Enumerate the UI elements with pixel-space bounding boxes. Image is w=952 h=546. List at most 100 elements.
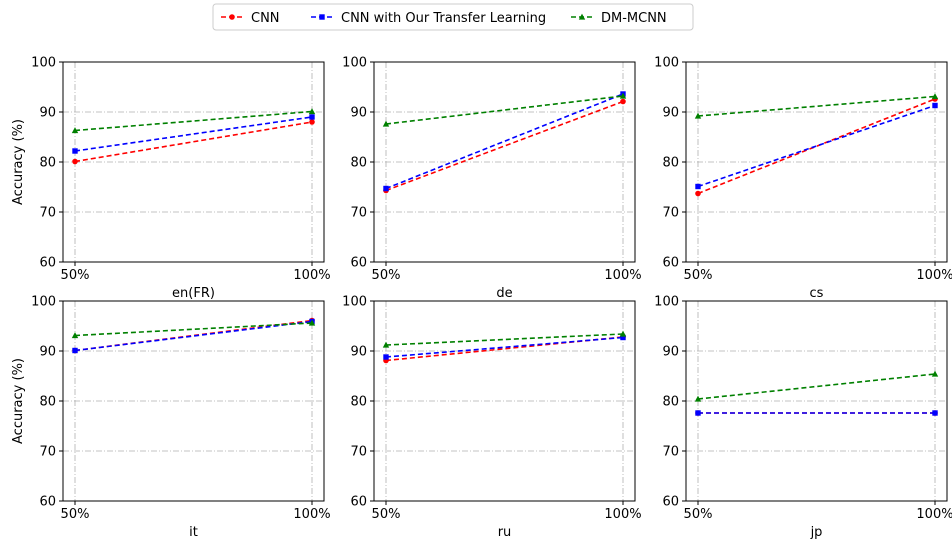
data-point-5-2-1 [383,354,389,360]
panel-6: 60 70 80 90 100 50% 100% jp [654,295,952,541]
x-tick-label-1-1: 100% [293,268,330,283]
data-point-2-2-1 [383,185,389,192]
x-axis-label-1: en(FR) [172,286,215,301]
x-tick-label-6-1: 100% [916,507,952,522]
y-tick-label-5-2: 80 [350,395,367,410]
y-axis-label-4: Accuracy (%) [11,358,26,444]
y-tick-label-5-3: 90 [350,345,367,360]
data-point-1-1-1 [72,158,78,165]
x-tick-label-4-1: 100% [293,507,330,522]
x-axis-label-2: de [496,286,512,301]
y-tick-label-1-1: 70 [39,206,56,221]
x-axis-label-6: jp [810,525,823,540]
panel-2: 60 70 80 90 100 50% 100% de [342,56,641,302]
data-point-1-2-2 [309,114,315,120]
series-line-2-3 [385,95,624,125]
panel-5: 60 70 80 90 100 50% 100% ru [342,295,641,541]
data-point-1-2-1 [72,148,78,154]
y-tick-label-4-3: 90 [39,345,56,360]
series-line-6-3 [697,373,936,400]
data-point-4-3-1 [71,332,79,339]
x-axis-label-4: it [189,525,198,540]
series-line-1-2 [74,116,313,152]
y-tick-label-4-4: 100 [31,295,56,310]
y-tick-label-2-0: 60 [350,256,367,271]
y-tick-label-6-2: 80 [662,395,679,410]
legend-label-3: DM-MCNN [601,11,667,26]
data-point-6-3-1 [694,395,702,402]
x-tick-label-5-1: 100% [604,507,641,522]
y-tick-label-5-4: 100 [342,295,367,310]
data-point-3-1-1 [695,190,701,197]
series-line-3-2 [697,104,936,188]
y-tick-label-5-0: 60 [350,495,367,510]
panel-1: 60 70 80 90 100 50% 100% en(FR) Accuracy (%) [11,56,331,302]
y-tick-label-3-4: 100 [654,56,679,71]
data-point-1-1-2 [309,119,315,125]
y-tick-label-2-4: 100 [342,56,367,71]
legend: CNN CNN with Our Transfer Learning DM-MCNN [212,3,694,31]
legend-frame [212,3,694,31]
panel-4: 60 70 80 90 100 50% 100% it Accuracy (%) [11,295,331,541]
data-point-2-3-1 [382,120,390,127]
data-point-3-3-1 [694,112,702,119]
y-axis-label-1: Accuracy (%) [11,119,26,205]
x-tick-label-3-1: 100% [916,268,952,283]
data-point-3-2-2 [932,102,938,109]
series-line-4-2 [74,320,313,352]
data-point-2-3-2 [619,92,627,99]
y-tick-label-6-0: 60 [662,495,679,510]
y-tick-label-5-1: 70 [350,445,367,460]
data-point-2-1-2 [620,98,626,105]
data-point-5-3-1 [382,341,390,348]
legend-marker-3 [578,13,586,20]
y-tick-label-4-2: 80 [39,395,56,410]
series-line-5-2 [385,336,624,358]
x-tick-label-2-1: 100% [604,268,641,283]
y-tick-label-1-2: 80 [39,156,56,171]
legend-label-1: CNN [251,11,280,26]
data-point-3-3-2 [931,93,939,100]
y-tick-label-2-1: 70 [350,206,367,221]
data-point-6-2-2 [932,410,938,416]
y-tick-label-3-3: 90 [662,106,679,121]
panel-3: 60 70 80 90 100 50% 100% cs [654,56,952,302]
y-tick-label-4-1: 70 [39,445,56,460]
data-point-3-2-1 [695,183,701,190]
y-tick-label-3-0: 60 [662,256,679,271]
y-tick-label-4-0: 60 [39,495,56,510]
y-tick-label-6-4: 100 [654,295,679,310]
data-point-6-3-2 [931,370,939,377]
x-tick-label-1-0: 50% [61,268,90,283]
x-axis-label-5: ru [498,525,512,540]
x-tick-label-4-0: 50% [61,507,90,522]
y-tick-label-1-3: 90 [39,106,56,121]
y-tick-label-3-2: 80 [662,156,679,171]
y-tick-label-2-3: 90 [350,106,367,121]
series-line-3-1 [697,98,936,195]
y-tick-label-2-2: 80 [350,156,367,171]
series-line-5-3 [385,333,624,346]
legend-marker-1 [229,14,235,20]
data-point-4-3-2 [308,319,316,326]
legend-label-2: CNN with Our Transfer Learning [341,11,546,26]
data-point-4-2-1 [72,347,78,354]
x-tick-label-2-0: 50% [372,268,401,283]
series-line-1-1 [74,121,313,163]
x-tick-label-3-0: 50% [684,268,713,283]
data-point-5-3-2 [619,330,627,337]
data-point-5-2-2 [620,334,626,341]
x-tick-label-5-0: 50% [372,507,401,522]
data-point-1-3-2 [308,108,316,115]
data-point-6-2-1 [695,410,701,416]
series-line-2-1 [385,100,624,192]
x-axis-label-3: cs [810,286,824,301]
y-tick-label-6-1: 70 [662,445,679,460]
y-tick-label-3-1: 70 [662,206,679,221]
series-line-4-3 [74,322,313,337]
data-point-1-3-1 [71,127,79,134]
legend-marker-2 [319,14,325,20]
series-line-2-2 [385,93,624,190]
